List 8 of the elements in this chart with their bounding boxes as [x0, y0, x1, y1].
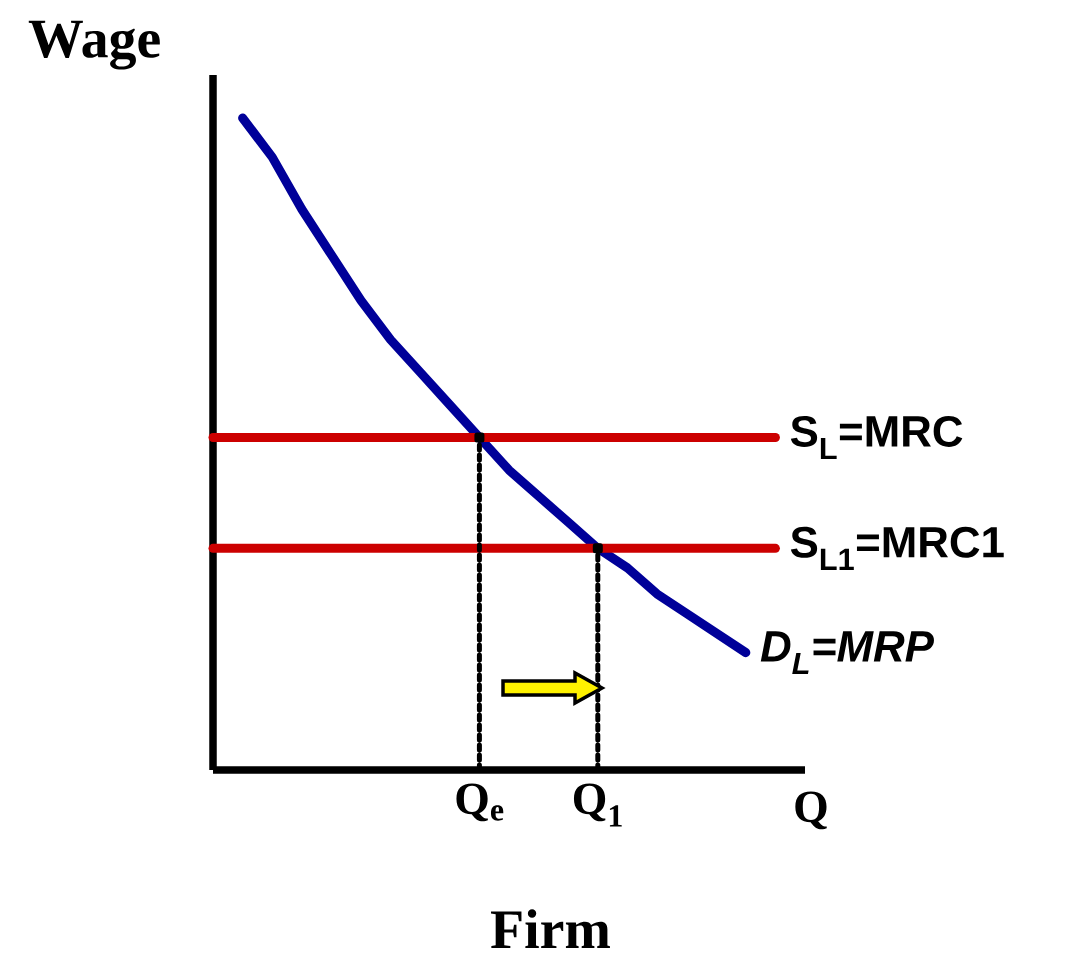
series-label: S$_{L}$=MRC	[790, 415, 963, 460]
x-tick-label: Q$_{e}$	[456, 783, 504, 822]
y-axis-title: Wage	[28, 20, 160, 70]
x-tick-label: Q$_{1}$	[573, 783, 622, 827]
series-label: D$_{L}$=MRP	[760, 631, 934, 674]
text: Firm	[491, 909, 610, 949]
series-label: S$_{L1}$=MRC1	[790, 526, 1004, 570]
x-axis-title: Q	[795, 791, 827, 830]
